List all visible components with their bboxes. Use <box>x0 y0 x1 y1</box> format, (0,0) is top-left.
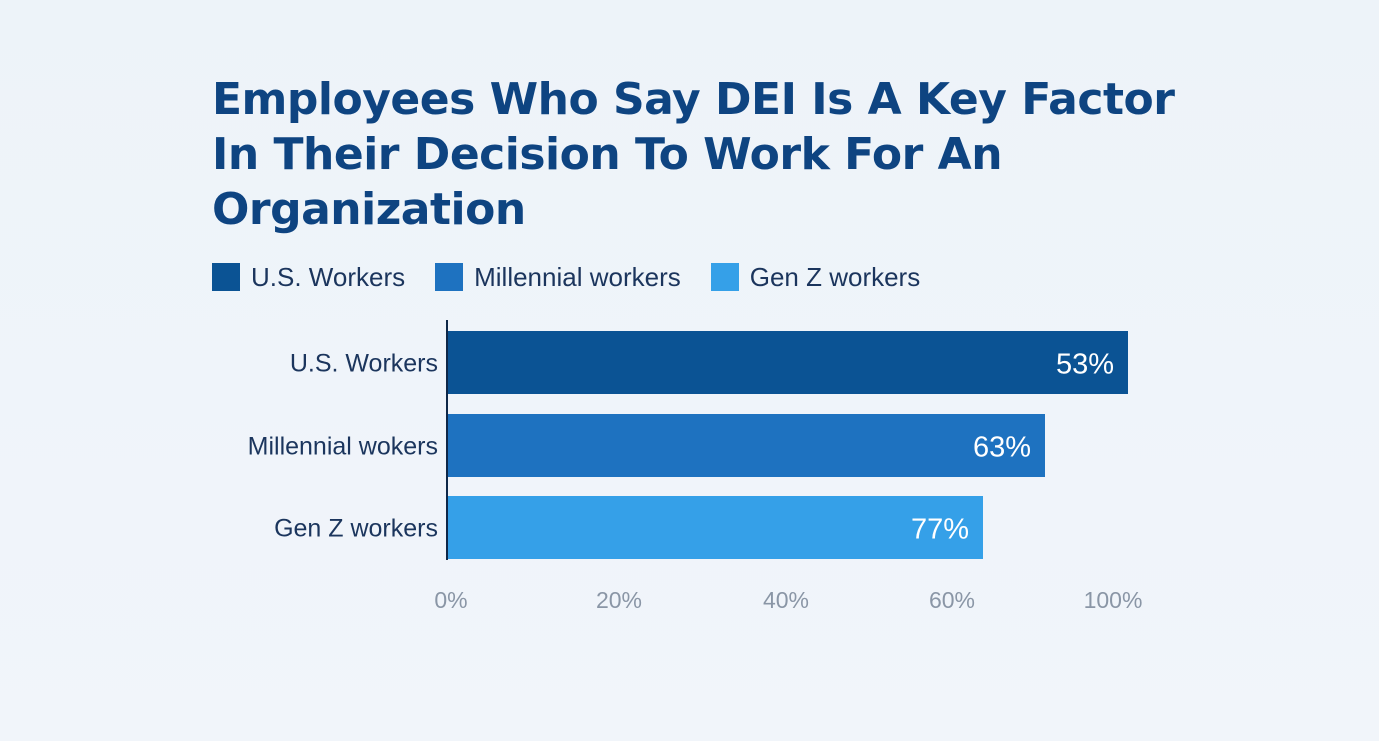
category-label-millennial-wokers: Millennial wokers <box>248 433 438 461</box>
legend-label-us-workers: U.S. Workers <box>251 261 406 292</box>
legend-item-gen-z-workers: Gen Z workers <box>710 261 921 293</box>
x-tick-label-0pct: 0% <box>434 587 467 613</box>
value-label-millennial-wokers: 63% <box>973 432 1031 464</box>
legend-item-us-workers: U.S. Workers <box>212 262 405 293</box>
legend-swatch-millennial-workers <box>435 263 464 291</box>
legend-item-millennial-workers: Millennial workers <box>435 262 681 293</box>
x-tick-label-100pct: 100% <box>1084 587 1143 613</box>
legend-label-gen-z-workers: Gen Z workers <box>749 261 921 292</box>
bar-millennial-wokers <box>448 414 1045 477</box>
legend-swatch-gen-z-workers <box>710 263 739 291</box>
value-label-u-s-workers: 53% <box>1056 349 1114 381</box>
labels-layer: U.S. Workers 53% Millennial wokers 63% Gen Z… <box>248 349 1114 546</box>
legend-label-millennial-workers: Millennial workers <box>474 261 681 292</box>
bar-gen-z-workers <box>448 496 983 559</box>
x-tick-label-20pct: 20% <box>596 587 642 613</box>
chart-legend: U.S. Workers Millennial workers Gen Z wo… <box>212 262 950 292</box>
bar-u-s-workers <box>448 331 1128 394</box>
ticks-layer: 0% 20% 40% 60% 100% <box>434 587 1142 613</box>
category-label-u-s-workers: U.S. Workers <box>290 350 438 378</box>
chart-title: Employees Who Say DEI Is A Key Factor In… <box>212 74 1175 235</box>
legend-swatch-us-workers <box>212 263 240 291</box>
category-label-gen-z-workers: Gen Z workers <box>274 515 438 543</box>
x-tick-label-60pct: 60% <box>929 587 975 613</box>
x-tick-label-40pct: 40% <box>763 587 809 613</box>
value-label-gen-z-workers: 77% <box>911 514 969 546</box>
bars-layer <box>448 331 1128 559</box>
